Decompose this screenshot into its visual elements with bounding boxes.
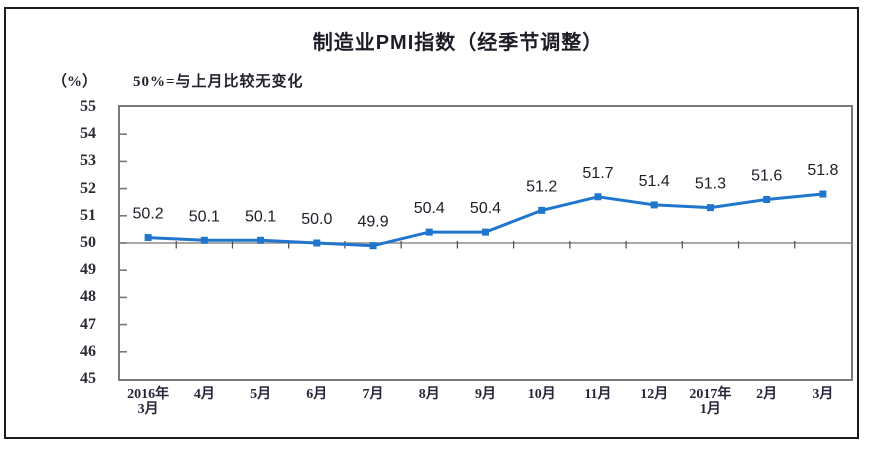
data-point-label: 50.2 [133,206,164,223]
y-axis-tick-label: 51 [80,206,96,224]
data-point-label: 51.2 [526,178,557,195]
x-axis-tick-label: 10月 [500,387,584,402]
x-axis-tick-label: 4月 [162,387,246,402]
data-point-marker [482,228,489,236]
data-point-marker [257,236,265,244]
data-point-marker [425,228,433,236]
y-axis-tick-label: 50 [80,234,96,251]
x-axis-tick-label: 12月 [612,387,696,402]
x-axis-tick-label: 2月 [725,387,809,402]
y-axis-tick-label: 48 [80,288,96,306]
data-point-marker [594,193,602,201]
x-axis-tick-label-line: 12月 [640,387,669,402]
data-point-marker [144,234,152,242]
data-point-label: 50.4 [470,200,501,217]
data-point-label: 50.4 [414,200,445,217]
x-axis-tick-label: 2017年 1月 [668,387,752,417]
data-point-label: 50.1 [189,208,220,225]
x-axis-tick-label: 3月 [781,387,865,402]
data-point-marker [650,201,658,209]
y-axis-tick-label: 47 [80,315,96,333]
x-axis-tick-label: 11月 [556,387,640,402]
y-axis-tick-label: 53 [80,152,96,170]
y-axis-tick-label: 52 [80,179,96,197]
data-point-label: 51.6 [751,167,782,184]
x-axis-tick-label: 9月 [444,387,528,402]
x-axis-tick-label-line: 2017年 [689,387,732,402]
x-axis-tick-label-line: 1月 [699,402,721,417]
data-point-label: 50.1 [245,208,276,225]
data-point-marker [819,190,827,198]
x-axis-tick-label-line: 6月 [306,387,328,402]
x-axis-tick-label-line: 10月 [527,387,556,402]
x-axis-tick-label-line: 4月 [193,387,215,402]
y-axis-tick-label: 54 [80,125,96,143]
plot-area: 50.2 50.1 50.1 50.0 49.9 50.4 50.4 51.2 51.7 51.4… [118,105,853,381]
data-point-label: 51.7 [582,165,613,182]
data-point-label: 51.8 [807,162,838,179]
x-axis-tick-label: 2016年 3月 [106,387,190,417]
data-point-marker [706,204,714,212]
data-point-label: 51.3 [695,176,726,193]
chart-title: 制造业PMI指数（经季节调整） [312,32,604,54]
x-axis-tick-label-line: 2016年 [127,387,170,402]
x-axis-tick-label-line: 2月 [756,387,778,402]
x-axis-tick-label-line: 11月 [584,387,612,402]
x-axis-tick-label: 7月 [331,387,415,402]
x-axis-tick-label: 8月 [387,387,471,402]
data-point-label: 51.4 [639,173,670,190]
y-axis-tick-label: 45 [80,370,96,387]
x-axis-tick-label-line: 7月 [362,387,384,402]
data-point-label: 50.0 [301,211,332,228]
chart-subtitle: 50%=与上月比较无变化 [133,74,304,90]
y-axis-tick-label: 55 [80,98,96,115]
data-point-marker [369,242,377,250]
data-point-marker [200,236,208,244]
data-point-label: 49.9 [357,214,388,231]
data-point-marker [763,195,771,203]
x-axis-tick-label-line: 8月 [418,387,440,402]
x-axis-tick-label-line: 3月 [812,387,834,402]
line-series-canvas: 50.2 50.1 50.1 50.0 49.9 50.4 50.4 51.2 51.7 51.4… [120,133,851,353]
data-point-marker [538,206,546,214]
x-axis-tick-label-line: 9月 [475,387,496,402]
x-axis-tick-label-line: 3月 [137,402,159,417]
y-axis-tick-label: 49 [80,261,96,279]
x-axis-tick-label: 5月 [219,387,303,402]
data-point-marker [313,239,321,247]
x-axis-tick-label: 6月 [275,387,359,402]
y-axis-unit-label: （%） [52,74,98,90]
x-axis-tick-label-line: 5月 [250,387,272,402]
y-axis-tick-label: 46 [80,342,96,360]
